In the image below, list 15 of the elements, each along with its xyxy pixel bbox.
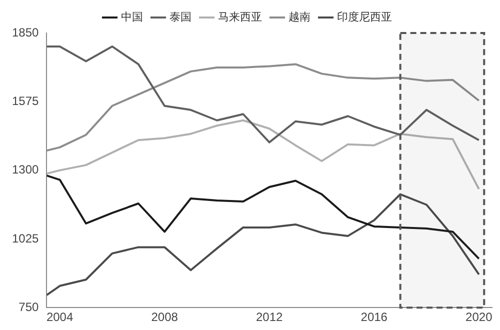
y-tick-label: 750 <box>18 300 40 314</box>
y-tick-label: 1025 <box>12 231 40 246</box>
y-tick-label: 1850 <box>12 25 40 40</box>
y-tick-label: 1575 <box>12 94 40 108</box>
legend-label: 越南 <box>288 10 310 24</box>
legend-label: 马来西亚 <box>218 10 262 24</box>
legend-label: 印度尼西亚 <box>336 10 392 24</box>
legend-label: 泰国 <box>169 10 192 24</box>
x-tick-label: 2012 <box>256 310 284 324</box>
x-tick-label: 2016 <box>360 310 388 324</box>
x-tick-label: 2020 <box>466 310 493 324</box>
y-tick-label: 1300 <box>12 162 40 177</box>
x-tick-label: 2008 <box>151 310 178 324</box>
legend-label: 中国 <box>120 10 143 24</box>
x-tick-label: 2004 <box>46 310 74 324</box>
